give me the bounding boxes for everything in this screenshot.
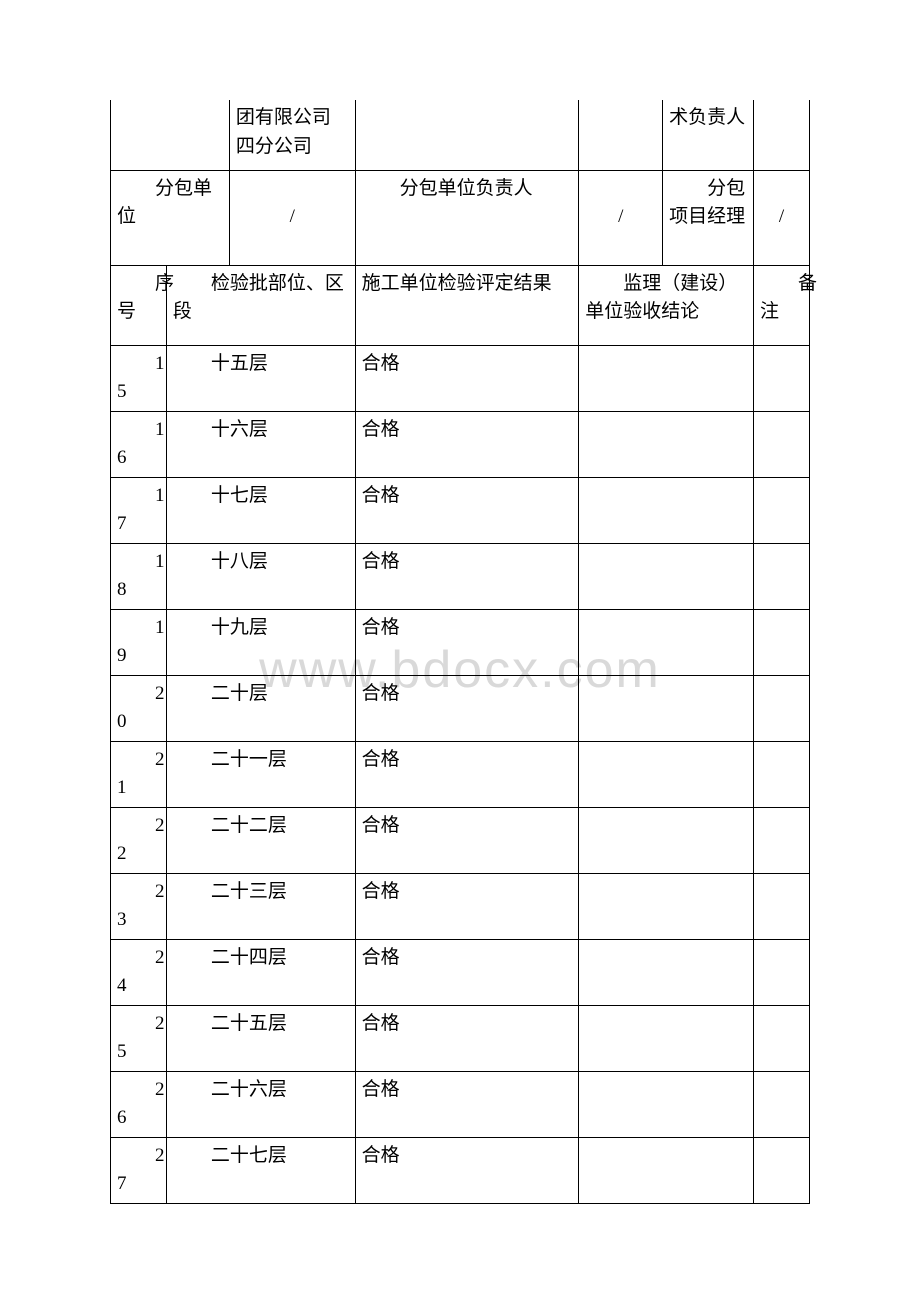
cell-result: 合格: [355, 741, 579, 807]
cell-remark: [754, 411, 810, 477]
cell-remark: [754, 675, 810, 741]
cell-section: 十七层: [166, 477, 355, 543]
cell-seq: 17: [111, 477, 167, 543]
cell-conclusion: [579, 939, 754, 1005]
table-row: 17十七层合格: [111, 477, 810, 543]
cell-section: 二十五层: [166, 1005, 355, 1071]
cell-seq: 18: [111, 543, 167, 609]
cell-section: 二十六层: [166, 1071, 355, 1137]
table-row: 19十九层合格: [111, 609, 810, 675]
h2-label1: 分包单位: [111, 170, 230, 265]
h1-c3: [355, 100, 579, 170]
cell-seq: 21: [111, 741, 167, 807]
cell-section: 二十七层: [166, 1137, 355, 1203]
table-row: 15十五层合格: [111, 345, 810, 411]
cell-remark: [754, 609, 810, 675]
col-remark: 备注: [754, 265, 810, 345]
cell-result: 合格: [355, 1005, 579, 1071]
cell-remark: [754, 741, 810, 807]
cell-remark: [754, 807, 810, 873]
cell-result: 合格: [355, 675, 579, 741]
col-seq: 序号: [111, 265, 167, 345]
h1-c2: 团有限公司四分公司: [229, 100, 355, 170]
cell-seq: 26: [111, 1071, 167, 1137]
table-row: 25二十五层合格: [111, 1005, 810, 1071]
cell-conclusion: [579, 543, 754, 609]
cell-result: 合格: [355, 411, 579, 477]
h2-val1: /: [229, 170, 355, 265]
col-result: 施工单位检验评定结果: [355, 265, 579, 345]
table-row: 26二十六层合格: [111, 1071, 810, 1137]
cell-result: 合格: [355, 543, 579, 609]
cell-seq: 24: [111, 939, 167, 1005]
cell-section: 十五层: [166, 345, 355, 411]
h2-val2: /: [579, 170, 663, 265]
col-section: 检验批部位、区段: [166, 265, 355, 345]
inspection-table: 团有限公司四分公司 术负责人 分包单位 / 分包单位负责人 / 分包项目经理 /…: [110, 100, 810, 1204]
cell-seq: 25: [111, 1005, 167, 1071]
cell-conclusion: [579, 873, 754, 939]
cell-result: 合格: [355, 807, 579, 873]
cell-conclusion: [579, 1071, 754, 1137]
cell-result: 合格: [355, 609, 579, 675]
cell-seq: 19: [111, 609, 167, 675]
cell-conclusion: [579, 807, 754, 873]
cell-seq: 16: [111, 411, 167, 477]
cell-remark: [754, 939, 810, 1005]
cell-remark: [754, 1005, 810, 1071]
cell-remark: [754, 477, 810, 543]
table-row: 23二十三层合格: [111, 873, 810, 939]
cell-result: 合格: [355, 939, 579, 1005]
cell-conclusion: [579, 345, 754, 411]
cell-conclusion: [579, 675, 754, 741]
header-row-1: 团有限公司四分公司 术负责人: [111, 100, 810, 170]
h1-c4: [579, 100, 663, 170]
cell-remark: [754, 1071, 810, 1137]
h1-c6: [754, 100, 810, 170]
table-row: 24二十四层合格: [111, 939, 810, 1005]
cell-result: 合格: [355, 1137, 579, 1203]
cell-section: 二十四层: [166, 939, 355, 1005]
h2-label3: 分包项目经理: [663, 170, 754, 265]
table-row: 22二十二层合格: [111, 807, 810, 873]
table-row: 20二十层合格: [111, 675, 810, 741]
cell-seq: 27: [111, 1137, 167, 1203]
h1-c5: 术负责人: [663, 100, 754, 170]
header-row-2: 分包单位 / 分包单位负责人 / 分包项目经理 /: [111, 170, 810, 265]
cell-remark: [754, 543, 810, 609]
cell-conclusion: [579, 477, 754, 543]
cell-result: 合格: [355, 873, 579, 939]
table-row: 18十八层合格: [111, 543, 810, 609]
cell-seq: 22: [111, 807, 167, 873]
cell-result: 合格: [355, 345, 579, 411]
h2-label2: 分包单位负责人: [355, 170, 579, 265]
cell-result: 合格: [355, 477, 579, 543]
cell-section: 二十二层: [166, 807, 355, 873]
table-row: 21二十一层合格: [111, 741, 810, 807]
cell-remark: [754, 873, 810, 939]
cell-section: 十六层: [166, 411, 355, 477]
h1-c1: [111, 100, 230, 170]
cell-result: 合格: [355, 1071, 579, 1137]
table-row: 16十六层合格: [111, 411, 810, 477]
cell-section: 二十层: [166, 675, 355, 741]
cell-section: 十八层: [166, 543, 355, 609]
cell-conclusion: [579, 1005, 754, 1071]
cell-section: 二十三层: [166, 873, 355, 939]
cell-remark: [754, 1137, 810, 1203]
cell-conclusion: [579, 1137, 754, 1203]
column-header-row: 序号 检验批部位、区段 施工单位检验评定结果 监理（建设）单位验收结论 备注: [111, 265, 810, 345]
cell-conclusion: [579, 411, 754, 477]
cell-seq: 20: [111, 675, 167, 741]
cell-seq: 15: [111, 345, 167, 411]
table-row: 27二十七层合格: [111, 1137, 810, 1203]
cell-conclusion: [579, 741, 754, 807]
cell-remark: [754, 345, 810, 411]
cell-section: 十九层: [166, 609, 355, 675]
col-conclusion: 监理（建设）单位验收结论: [579, 265, 754, 345]
cell-section: 二十一层: [166, 741, 355, 807]
h2-val3: /: [754, 170, 810, 265]
cell-seq: 23: [111, 873, 167, 939]
cell-conclusion: [579, 609, 754, 675]
